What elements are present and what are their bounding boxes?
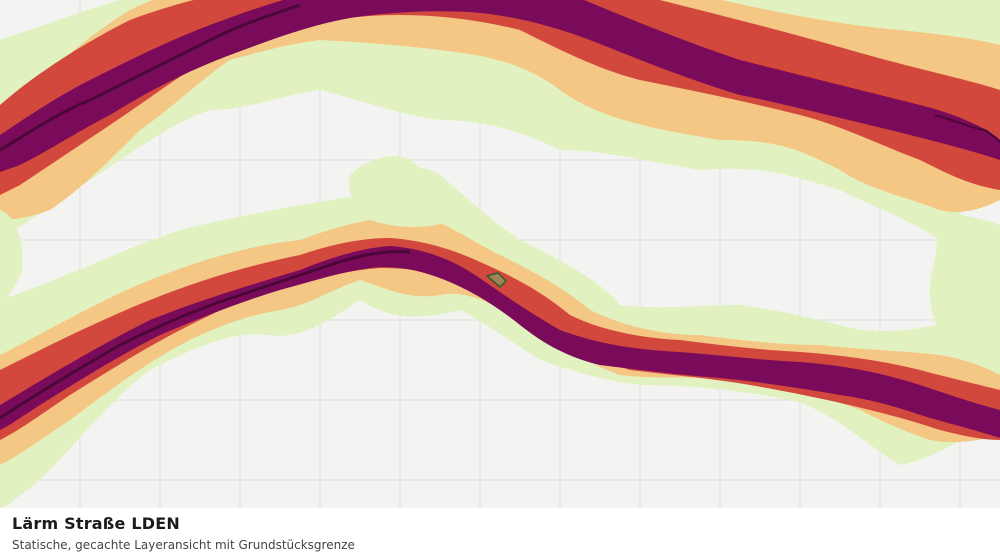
zone-red-upper <box>0 0 1000 195</box>
zone-core-upper <box>0 0 1000 172</box>
map-subtitle: Statische, gecachte Layeransicht mit Gru… <box>12 538 355 552</box>
zone-light-patch-middle <box>348 155 460 227</box>
map-view[interactable] <box>0 0 1000 508</box>
noise-band-lower <box>0 167 1000 508</box>
zone-dark-line-lower <box>0 250 411 420</box>
noise-band-upper <box>0 0 1000 240</box>
zone-core-lower <box>0 246 1000 438</box>
zone-light-patch-left <box>0 210 23 305</box>
zone-dark-line-upper-right <box>934 114 1000 143</box>
map-info-panel: Lärm Straße LDEN Statische, gecachte Lay… <box>0 508 1000 560</box>
zone-dark-line-upper <box>0 3 301 152</box>
zone-light-upper-blob-right <box>850 0 1000 30</box>
parcel-boundary[interactable] <box>485 272 508 289</box>
zone-light-patches <box>0 155 1000 340</box>
noise-map[interactable] <box>0 0 1000 508</box>
map-title: Lärm Straße LDEN <box>12 514 180 533</box>
zone-light-patch-right <box>929 210 1000 340</box>
